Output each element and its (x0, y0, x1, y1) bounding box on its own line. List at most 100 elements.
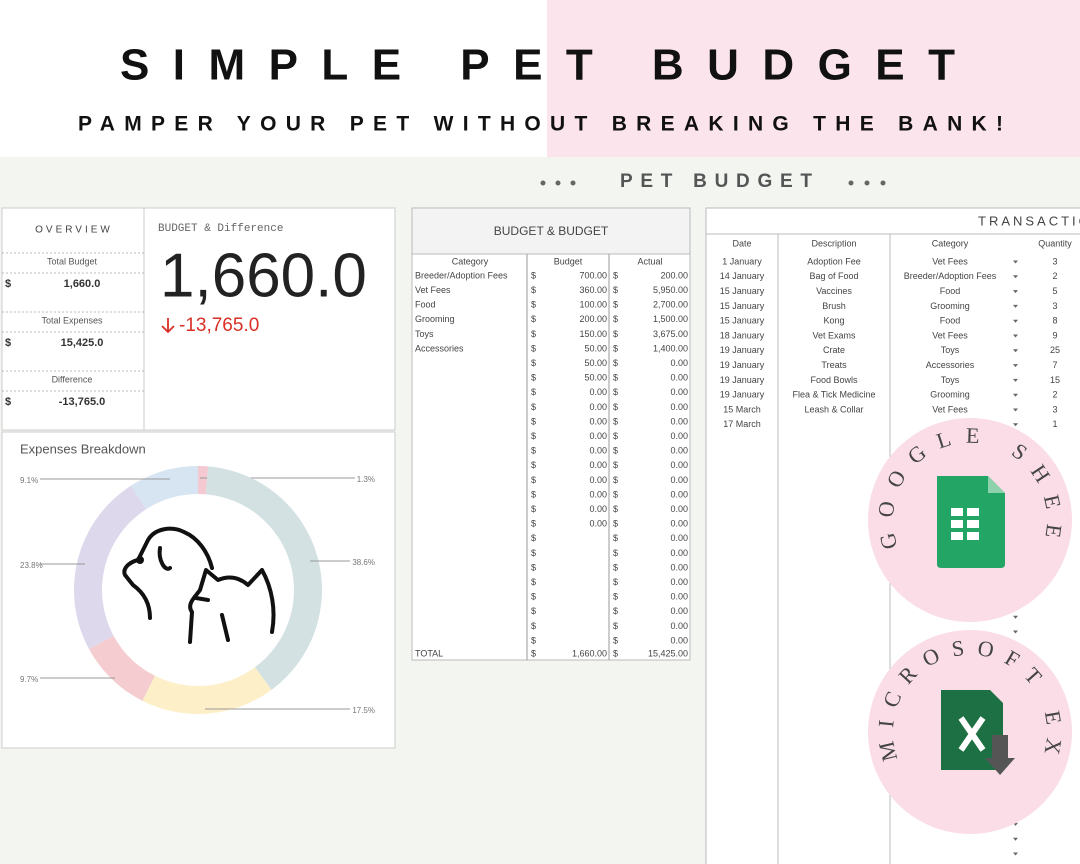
cell: 5 (1052, 286, 1057, 296)
cell: 1 (1052, 419, 1057, 429)
dropdown-arrow (1013, 837, 1018, 841)
dropdown-arrow (1013, 364, 1018, 368)
cell: 17 March (723, 419, 761, 429)
currency: $ (531, 533, 536, 543)
currency: $ (531, 300, 536, 310)
cell: 0.00 (670, 504, 688, 514)
currency: $ (613, 343, 618, 353)
cell: 3 (1052, 301, 1057, 311)
dropdown-arrow (1013, 615, 1018, 619)
budget-title: BUDGET & BUDGET (494, 224, 609, 238)
cell: 3,675.00 (653, 329, 688, 339)
cell: Bag of Food (809, 271, 858, 281)
currency: $ (613, 416, 618, 426)
cell: Treats (821, 360, 847, 370)
currency: $ (531, 358, 536, 368)
cell: 19 January (720, 390, 765, 400)
currency: $ (531, 416, 536, 426)
slice-label: 1.3% (357, 475, 375, 484)
sheets-fold (988, 476, 1005, 493)
cell: 0.00 (670, 548, 688, 558)
currency: $ (531, 446, 536, 456)
cell: Vet Fees (932, 404, 968, 414)
cell: Food (940, 316, 961, 326)
dropdown-arrow (1013, 304, 1018, 308)
donut-slice (205, 466, 322, 690)
currency: $ (613, 562, 618, 572)
cell: 0.00 (670, 460, 688, 470)
cell: 5,950.00 (653, 285, 688, 295)
budget-table: Category Budget Actual Breeder/Adoption Fee… (415, 256, 688, 658)
cell: Grooming (930, 390, 970, 400)
currency: $ (531, 431, 536, 441)
slice-label: 17.5% (352, 706, 375, 715)
cell: Grooming (415, 314, 455, 324)
column-header: Budget (554, 256, 583, 266)
currency: $ (531, 285, 536, 295)
cell: 0.00 (670, 416, 688, 426)
cell: 0.00 (589, 504, 607, 514)
overview-value: 15,425.0 (61, 337, 104, 349)
currency: $ (613, 592, 618, 602)
cell: 0.00 (589, 387, 607, 397)
cell: 2 (1052, 390, 1057, 400)
download-arrow (985, 735, 1015, 775)
currency: $ (613, 519, 618, 529)
dropdown-arrow (1013, 630, 1018, 634)
cell: 0.00 (670, 402, 688, 412)
dropdown-arrow (1013, 393, 1018, 397)
dropdown-arrow (1013, 260, 1018, 264)
cell: Leash & Collar (804, 404, 863, 414)
cell: 7 (1052, 360, 1057, 370)
currency: $ (531, 460, 536, 470)
cell: Vet Fees (932, 256, 968, 266)
cell: 19 January (720, 375, 765, 385)
sheets-grid (951, 508, 979, 540)
cell: 150.00 (579, 329, 607, 339)
currency: $ (531, 504, 536, 514)
cell: 0.00 (670, 621, 688, 631)
cell: 100.00 (579, 300, 607, 310)
currency: $ (531, 606, 536, 616)
dropdown-arrow (1013, 423, 1018, 427)
currency: $ (531, 648, 536, 658)
cell: 0.00 (670, 577, 688, 587)
currency: $ (531, 402, 536, 412)
currency: $ (531, 592, 536, 602)
cell: Crate (823, 345, 845, 355)
cell: Food (415, 300, 436, 310)
currency: $ (5, 278, 11, 290)
cell: 8 (1052, 316, 1057, 326)
budget-panel (411, 207, 691, 661)
overview-value: -13,765.0 (59, 396, 105, 408)
scorecard-title: BUDGET & Difference (158, 223, 283, 235)
currency: $ (531, 519, 536, 529)
dropdown-arrow (1013, 290, 1018, 294)
cell: 0.00 (589, 402, 607, 412)
cell: 0.00 (589, 519, 607, 529)
currency: $ (613, 621, 618, 631)
dropdown-arrow (1013, 408, 1018, 412)
cell: 50.00 (584, 343, 607, 353)
column-header: Category (452, 256, 489, 266)
cell: 15 January (720, 301, 765, 311)
cell: 25 (1050, 345, 1060, 355)
currency: $ (613, 504, 618, 514)
dropdown-arrow (1013, 378, 1018, 382)
cell: 0.00 (589, 416, 607, 426)
currency: $ (531, 475, 536, 485)
currency: $ (613, 285, 618, 295)
dropdown-arrow (1013, 852, 1018, 856)
total-cell: TOTAL (415, 648, 443, 658)
chart-title: Expenses Breakdown (20, 441, 146, 456)
currency: $ (531, 387, 536, 397)
cell: 2 (1052, 271, 1057, 281)
cell: 0.00 (670, 533, 688, 543)
cell: 19 January (720, 345, 765, 355)
cell: 9 (1052, 330, 1057, 340)
currency: $ (531, 635, 536, 645)
donut-slice (198, 466, 209, 495)
cell: 50.00 (584, 358, 607, 368)
